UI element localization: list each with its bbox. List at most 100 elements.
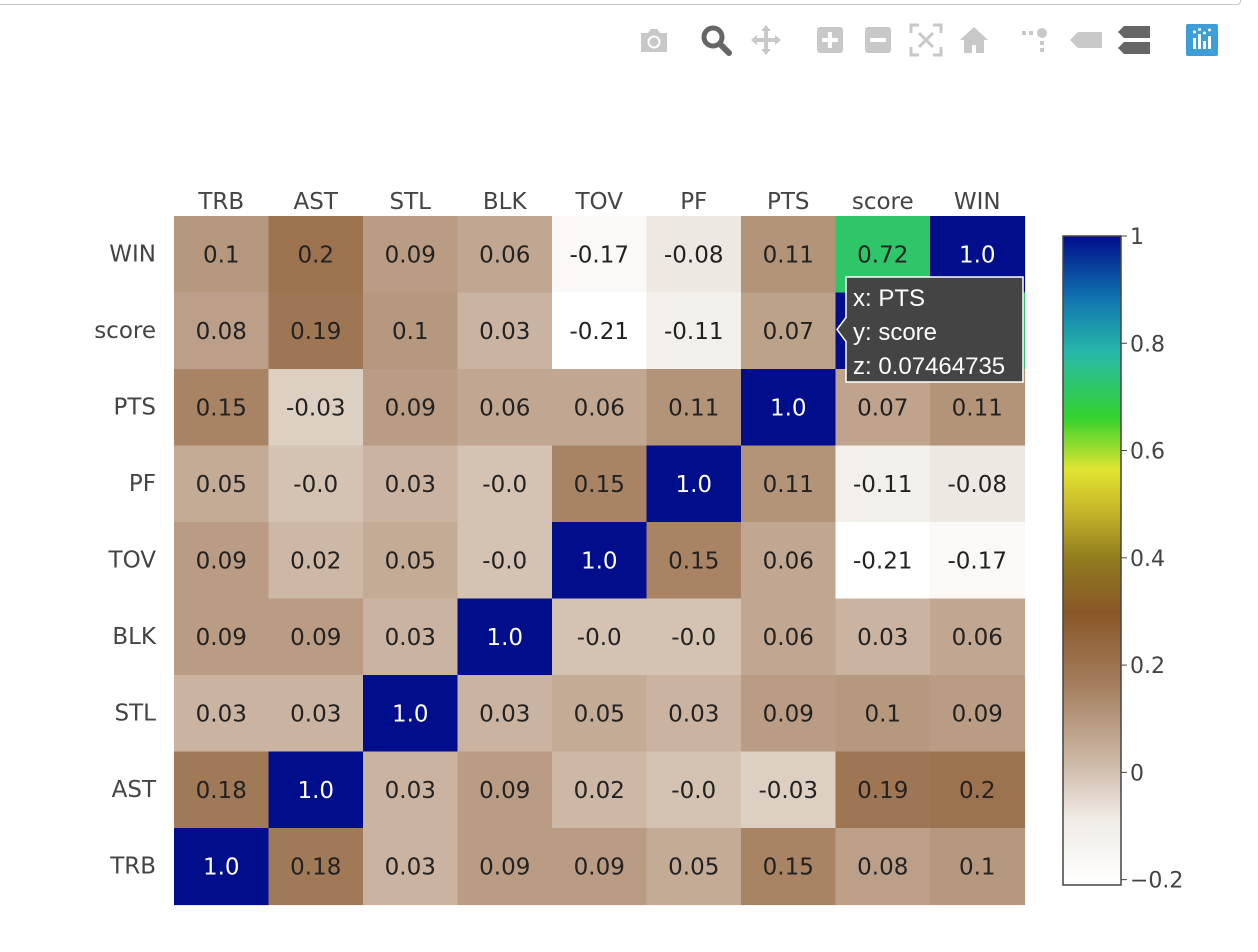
top-border	[0, 0, 1241, 5]
heatmap-cell[interactable]	[552, 675, 648, 753]
heatmap-cell[interactable]	[457, 751, 553, 829]
heatmap-cell[interactable]	[363, 216, 459, 294]
heatmap-cell[interactable]	[646, 445, 742, 523]
heatmap-cell[interactable]	[552, 522, 648, 600]
x-tick-label: TRB	[197, 189, 244, 215]
zoom-out-button[interactable]	[858, 18, 898, 62]
heatmap-cell[interactable]	[457, 445, 553, 523]
heatmap-cell[interactable]	[552, 598, 648, 676]
heatmap-cell[interactable]	[741, 292, 837, 370]
heatmap-cell[interactable]	[930, 675, 1026, 753]
heatmap-cell[interactable]	[363, 369, 459, 447]
heatmap-cell[interactable]	[268, 828, 364, 906]
hover-closest-button[interactable]	[1066, 18, 1106, 62]
heatmap-cell[interactable]	[457, 598, 553, 676]
heatmap-cell[interactable]	[552, 369, 648, 447]
cell-value-label: -0.21	[569, 319, 629, 345]
heatmap-cell[interactable]	[930, 828, 1026, 906]
y-axis-tick-labels: WIN score PTS PF TOV BLK STL AST TRB	[94, 241, 157, 879]
heatmap-cell[interactable]	[835, 751, 931, 829]
heatmap-cell[interactable]	[268, 598, 364, 676]
spike-lines-button[interactable]	[1015, 18, 1055, 62]
heatmap-cell[interactable]	[174, 675, 270, 753]
heatmap-cell[interactable]	[835, 598, 931, 676]
heatmap-cell[interactable]	[174, 522, 270, 600]
heatmap-cell[interactable]	[268, 445, 364, 523]
y-tick-label: TOV	[108, 547, 157, 573]
heatmap-cell[interactable]	[741, 445, 837, 523]
tooltip-x-line: x: PTS	[853, 285, 925, 312]
heatmap-cell[interactable]	[363, 445, 459, 523]
heatmap-cell[interactable]	[268, 751, 364, 829]
zoom-button[interactable]	[696, 18, 736, 62]
heatmap-cell[interactable]	[457, 828, 553, 906]
heatmap-cell[interactable]	[457, 675, 553, 753]
heatmap-cell[interactable]	[174, 598, 270, 676]
hover-compare-button[interactable]	[1114, 18, 1154, 62]
heatmap-cell[interactable]	[174, 751, 270, 829]
heatmap-cell[interactable]	[646, 292, 742, 370]
heatmap-cell[interactable]	[174, 369, 270, 447]
heatmap-cell[interactable]	[646, 522, 742, 600]
cell-value-label: -0.17	[947, 548, 1007, 574]
heatmap-cell[interactable]	[174, 216, 270, 294]
heatmap-cell[interactable]	[646, 751, 742, 829]
heatmap-cell[interactable]	[457, 292, 553, 370]
heatmap-cell[interactable]	[363, 751, 459, 829]
heatmap-cell[interactable]	[835, 675, 931, 753]
heatmap-cell[interactable]	[268, 216, 364, 294]
plotly-logo-icon	[1186, 24, 1218, 56]
pan-button[interactable]	[746, 18, 786, 62]
y-tick-label: TRB	[109, 853, 156, 879]
heatmap-cell[interactable]	[646, 216, 742, 294]
cell-value-label: 0.06	[952, 625, 1003, 651]
heatmap-cell[interactable]	[457, 216, 553, 294]
heatmap-cell[interactable]	[741, 216, 837, 294]
heatmap-cell[interactable]	[835, 828, 931, 906]
heatmap-cell[interactable]	[646, 675, 742, 753]
heatmap-cell[interactable]	[741, 522, 837, 600]
heatmap-cell[interactable]	[930, 751, 1026, 829]
heatmap-cell[interactable]	[174, 292, 270, 370]
heatmap-cell[interactable]	[268, 292, 364, 370]
heatmap-cell[interactable]	[552, 216, 648, 294]
heatmap-cell[interactable]	[741, 828, 837, 906]
heatmap-cell[interactable]	[930, 598, 1026, 676]
heatmap-cell[interactable]	[741, 675, 837, 753]
camera-button[interactable]	[634, 18, 674, 62]
zoom-in-button[interactable]	[810, 18, 850, 62]
heatmap-cell[interactable]	[646, 828, 742, 906]
heatmap-cell[interactable]	[268, 369, 364, 447]
heatmap-cell[interactable]	[930, 522, 1026, 600]
heatmap-cell[interactable]	[174, 445, 270, 523]
heatmap-cell[interactable]	[835, 522, 931, 600]
heatmap-cell[interactable]	[552, 292, 648, 370]
heatmap-cell[interactable]	[741, 751, 837, 829]
cell-value-label: 0.07	[857, 395, 908, 421]
cell-value-label: 1.0	[581, 548, 618, 574]
heatmap-cell[interactable]	[363, 675, 459, 753]
heatmap-cell[interactable]	[268, 522, 364, 600]
home-button[interactable]	[954, 18, 994, 62]
heatmap-cell[interactable]	[363, 522, 459, 600]
heatmap-cell[interactable]	[930, 445, 1026, 523]
heatmap-cell[interactable]	[174, 828, 270, 906]
heatmap-cell[interactable]	[552, 751, 648, 829]
autoscale-button[interactable]	[906, 18, 946, 62]
heatmap-cell[interactable]	[646, 598, 742, 676]
heatmap-cell[interactable]	[552, 445, 648, 523]
heatmap-cell[interactable]	[741, 369, 837, 447]
heatmap-cell[interactable]	[552, 828, 648, 906]
heatmap-cell[interactable]	[363, 292, 459, 370]
heatmap-cell[interactable]	[741, 598, 837, 676]
cell-value-label: 0.09	[763, 701, 814, 727]
heatmap-cell[interactable]	[646, 369, 742, 447]
heatmap-cell[interactable]	[835, 445, 931, 523]
plotly-logo-button[interactable]	[1182, 18, 1222, 62]
heatmap-cell[interactable]	[363, 598, 459, 676]
heatmap-cell[interactable]	[457, 369, 553, 447]
heatmap-cell[interactable]	[268, 675, 364, 753]
x-tick-label: AST	[294, 189, 339, 215]
heatmap-cell[interactable]	[363, 828, 459, 906]
heatmap-cell[interactable]	[457, 522, 553, 600]
